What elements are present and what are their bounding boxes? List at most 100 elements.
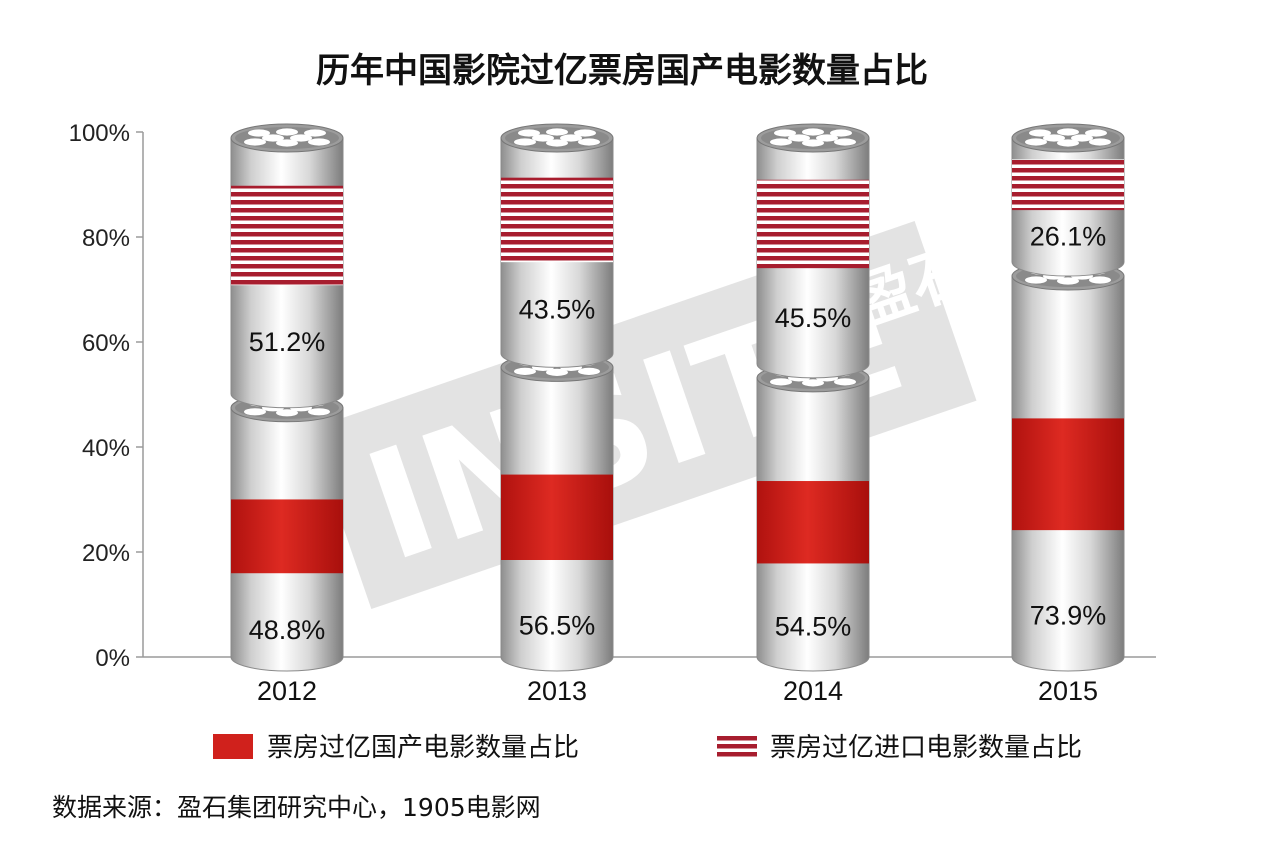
cylinder-cap-hole [248, 129, 270, 137]
cylinder-cap-hole [276, 409, 298, 417]
bar-group-2015: 73.9% 26.1% [1011, 123, 1125, 672]
cylinder-cap-hole [1071, 134, 1093, 142]
legend-swatch-domestic [213, 734, 253, 759]
cylinder-cap-hole [1029, 129, 1051, 137]
chart-title: 历年中国影院过亿票房国产电影数量占比 [316, 51, 928, 91]
cylinder-cap-hole [1057, 277, 1079, 285]
y-tick-label: 100% [69, 120, 130, 147]
cylinder-cap-hole [1043, 134, 1065, 142]
data-label-domestic: 48.8% [249, 615, 326, 645]
bar-group-2014: 54.5% 45.5% [756, 123, 870, 672]
cylinder-cap-hole [788, 134, 810, 142]
cylinder-cap-hole [514, 138, 536, 146]
axes: 0% 20% 40% 60% 80% 100% [69, 120, 1156, 672]
legend-label-imported: 票房过亿进口电影数量占比 [770, 733, 1082, 763]
legend-swatch-imported [717, 734, 757, 759]
cylinder-cap-hole [546, 128, 568, 136]
x-tick-label: 2013 [527, 676, 587, 706]
imported-cap [756, 123, 870, 153]
cylinder-cap-hole [1025, 276, 1047, 284]
domestic-red-band [1012, 418, 1124, 531]
legend-item-domestic: 票房过亿国产电影数量占比 [213, 733, 579, 763]
imported-cap [1011, 123, 1125, 153]
cylinder-cap-hole [304, 129, 326, 137]
cylinder-cap-hole [834, 138, 856, 146]
legend-item-imported: 票房过亿进口电影数量占比 [717, 733, 1082, 763]
cylinder-cap-hole [770, 378, 792, 386]
cylinder-cap-hole [290, 134, 312, 142]
data-label-domestic: 54.5% [775, 612, 852, 642]
y-tick-label: 20% [82, 540, 130, 567]
bar-group-2013: 56.5% 43.5% [500, 123, 614, 672]
cylinder-cap-hole [574, 129, 596, 137]
cylinder-cap-hole [1089, 276, 1111, 284]
cylinder-cap-hole [514, 367, 536, 375]
legend-label-domestic: 票房过亿国产电影数量占比 [267, 733, 579, 763]
cylinder-cap-hole [830, 129, 852, 137]
cylinder-cap-hole [308, 138, 330, 146]
bar-group-2012: 48.8% 51.2% [230, 123, 344, 672]
imported-cap [500, 123, 614, 153]
y-tick-label: 0% [95, 645, 130, 672]
data-label-imported: 43.5% [519, 295, 596, 325]
bars: 48.8% 51.2% 2012 56.5% 43.5% 2013 54.5% 45.5% 20… [230, 123, 1125, 706]
bar-domestic: 56.5% [500, 352, 614, 672]
y-tick-label: 80% [82, 225, 130, 252]
bar-imported: 26.1% [1011, 123, 1125, 277]
bar-domestic: 48.8% [230, 393, 344, 672]
domestic-red-band [501, 474, 613, 561]
cylinder-cap-hole [1089, 138, 1111, 146]
cylinder-cap-hole [244, 138, 266, 146]
domestic-red-band [231, 499, 343, 574]
x-tick-label: 2015 [1038, 676, 1098, 706]
data-label-imported: 45.5% [775, 303, 852, 333]
y-tick-label: 40% [82, 435, 130, 462]
cylinder-cap-hole [802, 128, 824, 136]
data-label-domestic: 56.5% [519, 610, 596, 640]
cylinder-cap-hole [546, 139, 568, 147]
cylinder-cap-hole [1057, 128, 1079, 136]
cylinder-cap-hole [1085, 129, 1107, 137]
cylinder-cap-hole [308, 408, 330, 416]
domestic-red-band [757, 481, 869, 564]
cylinder-cap-hole [262, 134, 284, 142]
imported-stripe-band [231, 185, 343, 286]
data-label-imported: 26.1% [1030, 222, 1107, 252]
bar-imported: 51.2% [230, 123, 344, 409]
cylinder-cap-hole [518, 129, 540, 137]
cylinder-cap-hole [802, 379, 824, 387]
x-tick-label: 2014 [783, 676, 843, 706]
cylinder-cap-hole [578, 138, 600, 146]
cylinder-cap-hole [834, 378, 856, 386]
cylinder-cap-hole [276, 128, 298, 136]
bar-domestic: 54.5% [756, 363, 870, 672]
bar-domestic: 73.9% [1011, 261, 1125, 672]
legend: 票房过亿国产电影数量占比 票房过亿进口电影数量占比 [213, 733, 1082, 763]
data-label-imported: 51.2% [249, 327, 326, 357]
x-tick-label: 2012 [257, 676, 317, 706]
cylinder-cap-hole [578, 367, 600, 375]
cylinder-cap-hole [244, 408, 266, 416]
cylinder-cap-hole [560, 134, 582, 142]
cylinder-cap-hole [1057, 139, 1079, 147]
cylinder-cap-hole [1025, 138, 1047, 146]
imported-cap [230, 123, 344, 153]
y-tick-label: 60% [82, 330, 130, 357]
imported-stripe-band [757, 179, 869, 269]
source-note: 数据来源：盈石集团研究中心，1905电影网 [52, 793, 541, 822]
imported-stripe-band [501, 177, 613, 263]
cylinder-cap-hole [770, 138, 792, 146]
data-label-domestic: 73.9% [1030, 600, 1107, 630]
cylinder-cap-hole [276, 139, 298, 147]
cylinder-cap-hole [816, 134, 838, 142]
imported-stripe-band [1012, 159, 1124, 211]
bar-imported: 45.5% [756, 123, 870, 379]
cylinder-cap-hole [802, 139, 824, 147]
cylinder-cap-hole [546, 368, 568, 376]
cylinder-cap-hole [774, 129, 796, 137]
bar-imported: 43.5% [500, 123, 614, 368]
cylinder-cap-hole [532, 134, 554, 142]
